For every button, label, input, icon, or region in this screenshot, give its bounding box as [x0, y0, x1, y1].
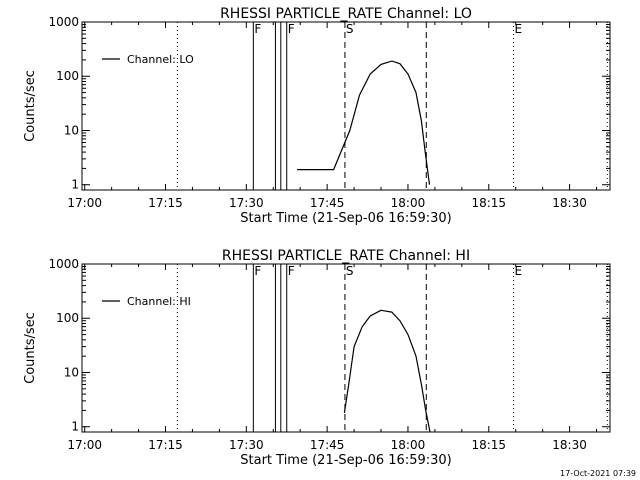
x-axis-label: Start Time (21-Sep-06 16:59:30)	[240, 211, 451, 226]
y-tick-label: 1	[71, 420, 79, 434]
legend-label: Channel: LO	[127, 53, 194, 66]
chart-panel-2: RHESSI PARTICLE_RATE Channel: HI 17:00 17:…	[23, 248, 611, 468]
y-axis-label: Counts/sec	[23, 312, 38, 384]
plot-frame	[81, 21, 611, 191]
legend-label: Channel: HI	[127, 295, 191, 308]
y-axis-label: Counts/sec	[23, 70, 38, 142]
x-tick-label: 18:00	[391, 438, 426, 452]
y-tick-label: 10	[64, 365, 79, 379]
event-marker-label: S	[346, 264, 354, 278]
x-tick-label: 17:15	[148, 196, 183, 210]
y-tick-label: 1000	[48, 15, 79, 29]
x-tick-label: 18:30	[552, 196, 587, 210]
event-marker-label: F	[254, 22, 261, 36]
y-tick-label: 10	[64, 123, 79, 137]
event-marker-label: S	[346, 22, 354, 36]
footer-timestamp: 17-Oct-2021 07:39	[560, 469, 636, 478]
x-tick-label: 18:15	[471, 196, 506, 210]
x-axis-label: Start Time (21-Sep-06 16:59:30)	[240, 453, 451, 468]
event-marker-label: F	[254, 264, 261, 278]
chart-title: RHESSI PARTICLE_RATE Channel: HI	[222, 248, 470, 264]
event-marker-label: E	[515, 22, 523, 36]
x-tick-label: 18:15	[471, 438, 506, 452]
chart-panel-1: RHESSI PARTICLE_RATE Channel: LO 17:00 17:…	[23, 6, 611, 226]
y-tick-label: 1	[71, 178, 79, 192]
chart-title: RHESSI PARTICLE_RATE Channel: LO	[220, 6, 472, 22]
event-marker-label: F	[288, 22, 295, 36]
x-tick-label: 18:00	[391, 196, 426, 210]
x-tick-label: 17:00	[67, 196, 102, 210]
y-tick-label: 100	[56, 69, 79, 83]
series-line	[343, 309, 431, 432]
x-tick-label: 17:15	[148, 438, 183, 452]
event-marker-label: E	[515, 264, 523, 278]
x-tick-label: 18:30	[552, 438, 587, 452]
x-tick-label: 17:45	[310, 196, 345, 210]
series-line	[297, 60, 431, 185]
event-marker-label: F	[288, 264, 295, 278]
x-tick-label: 17:00	[67, 438, 102, 452]
x-tick-label: 17:30	[229, 196, 264, 210]
x-tick-label: 17:30	[229, 438, 264, 452]
y-tick-label: 100	[56, 311, 79, 325]
plot-frame	[81, 263, 611, 433]
x-tick-label: 17:45	[310, 438, 345, 452]
y-tick-label: 1000	[48, 257, 79, 271]
